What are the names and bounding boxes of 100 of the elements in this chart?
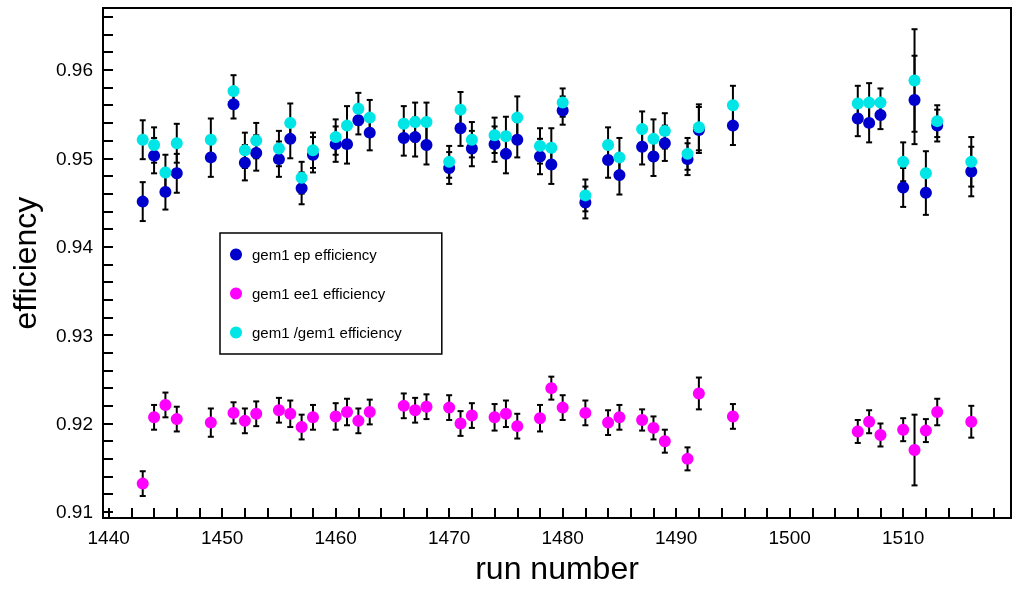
point	[397, 131, 410, 144]
point	[613, 151, 626, 164]
point	[931, 115, 944, 128]
point	[341, 406, 354, 419]
point	[863, 116, 876, 129]
point	[409, 116, 422, 129]
x-tick-label: 1460	[314, 527, 357, 549]
point	[488, 411, 501, 424]
point	[454, 122, 467, 135]
point	[363, 126, 376, 139]
point	[647, 150, 660, 163]
point	[602, 139, 615, 152]
point	[602, 416, 615, 429]
point	[931, 406, 944, 419]
point	[556, 96, 569, 109]
point	[352, 414, 365, 427]
x-tick-label: 1480	[541, 527, 584, 549]
point	[511, 420, 524, 433]
point	[284, 116, 297, 129]
x-tick-label: 1490	[655, 527, 698, 549]
point	[397, 117, 410, 130]
x-tick-label: 1470	[428, 527, 471, 549]
point	[613, 411, 626, 424]
point	[409, 404, 422, 417]
point	[908, 74, 921, 87]
point	[148, 149, 161, 162]
point	[874, 96, 887, 109]
point	[170, 167, 183, 180]
legend-label: gem1 ee1 efficiency	[252, 285, 386, 302]
point	[897, 155, 910, 168]
point	[136, 477, 149, 490]
point	[965, 415, 978, 428]
point	[159, 398, 172, 411]
point	[499, 130, 512, 143]
point	[329, 131, 342, 144]
point	[454, 103, 467, 116]
point	[726, 99, 739, 112]
point	[579, 189, 592, 202]
y-tick-label: 0.92	[56, 413, 93, 435]
point	[420, 116, 433, 129]
point	[499, 407, 512, 420]
point	[602, 154, 615, 167]
point	[545, 158, 558, 171]
y-tick-label: 0.95	[56, 147, 93, 169]
point	[397, 399, 410, 412]
point	[341, 138, 354, 151]
point	[863, 415, 876, 428]
x-tick-label: 1500	[768, 527, 811, 549]
point	[658, 435, 671, 448]
point	[272, 142, 285, 155]
point	[726, 119, 739, 132]
point	[170, 137, 183, 150]
point	[227, 85, 240, 98]
point	[250, 146, 263, 159]
point	[636, 123, 649, 136]
point	[148, 139, 161, 152]
point	[227, 406, 240, 419]
point	[250, 134, 263, 147]
point	[681, 452, 694, 465]
x-tick-label: 1510	[882, 527, 925, 549]
point	[874, 429, 887, 441]
point	[647, 421, 660, 434]
point	[204, 416, 217, 429]
point	[352, 114, 365, 127]
point	[306, 411, 319, 424]
point	[352, 102, 365, 115]
point	[965, 155, 978, 168]
point	[863, 96, 876, 109]
point	[647, 132, 660, 145]
y-tick-label: 0.96	[56, 59, 93, 81]
point	[284, 132, 297, 145]
point	[420, 139, 433, 152]
legend-label: gem1 ep efficiency	[252, 246, 378, 263]
point	[443, 401, 456, 414]
point	[284, 407, 297, 420]
point	[636, 140, 649, 153]
point	[579, 406, 592, 419]
point	[545, 382, 558, 395]
point	[204, 133, 217, 146]
point	[136, 133, 149, 146]
point	[488, 129, 501, 142]
point	[238, 156, 251, 169]
point	[726, 410, 739, 423]
point	[636, 413, 649, 426]
point	[897, 423, 910, 436]
point	[681, 147, 694, 160]
point	[545, 141, 558, 154]
point	[533, 412, 546, 425]
point	[851, 425, 864, 438]
point	[897, 181, 910, 194]
y-tick-label: 0.91	[56, 501, 93, 523]
point	[250, 407, 263, 420]
point	[136, 195, 149, 208]
point	[499, 147, 512, 160]
point	[443, 155, 456, 168]
point	[341, 119, 354, 132]
x-tick-label: 1440	[87, 527, 130, 549]
point	[295, 171, 308, 184]
point	[533, 139, 546, 152]
point	[908, 93, 921, 106]
